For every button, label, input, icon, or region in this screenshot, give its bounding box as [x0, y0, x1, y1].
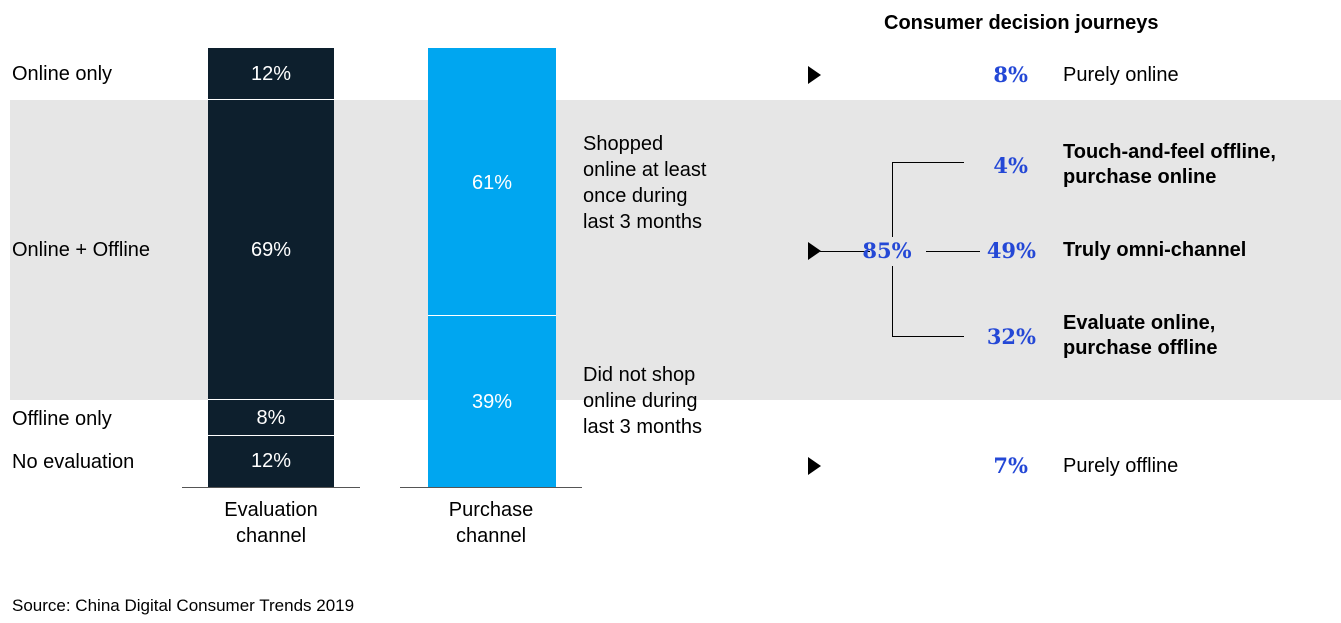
note-shopped-online: Shopped online at least once during last…: [583, 131, 706, 235]
eval-bar-offline-only-value: 8%: [256, 406, 286, 429]
journey-percent-truly-omni: 49%: [986, 238, 1036, 263]
source-note: Source: China Digital Consumer Trends 20…: [12, 596, 355, 615]
note-line: last 3 months: [583, 211, 702, 233]
note-line: online at least: [583, 159, 707, 181]
eval-bar-offline-only: 8%: [208, 400, 334, 436]
journey-label-touch-feel: Touch-and-feel offline, purchase online: [1063, 140, 1276, 190]
eval-bar-no-evaluation: 12%: [208, 436, 334, 487]
x-label-evaluation-line1: Evaluation: [224, 499, 318, 521]
journey-label-line: Evaluate online,: [1063, 312, 1216, 334]
eval-bar-online-offline: 69%: [208, 100, 334, 400]
connector-line: [892, 336, 964, 337]
journey-label-evaluate-online: Evaluate online, purchase offline: [1063, 311, 1217, 361]
row-label-online-offline: Online + Offline: [12, 239, 151, 261]
connector-line: [926, 251, 980, 252]
journey-percent-purely-offline: 7%: [993, 453, 1028, 478]
journey-label-line: purchase online: [1063, 166, 1217, 188]
journey-label-purely-offline: Purely offline: [1063, 455, 1179, 477]
arrow-omni-icon: [808, 242, 821, 260]
connector-line: [892, 162, 893, 237]
note-line: Did not shop: [583, 364, 696, 386]
journey-label-purely-online: Purely online: [1063, 64, 1179, 86]
chart-title: Consumer decision journeys: [884, 12, 1159, 34]
journey-label-line: Touch-and-feel offline,: [1063, 141, 1276, 163]
purchase-bar-not-online: 39%: [428, 316, 556, 487]
journey-label-truly-omni: Truly omni-channel: [1063, 239, 1247, 261]
eval-separator: [208, 435, 334, 436]
journey-percent-touch-feel: 4%: [993, 153, 1028, 178]
eval-separator: [208, 99, 334, 100]
purchase-baseline: [400, 487, 582, 488]
eval-bar-online-offline-value: 69%: [250, 238, 292, 261]
eval-bar-online-only-value: 12%: [250, 62, 292, 85]
purchase-separator: [428, 315, 556, 316]
note-did-not-shop: Did not shop online during last 3 months: [583, 362, 702, 440]
eval-baseline: [182, 487, 360, 488]
row-label-offline-only: Offline only: [12, 408, 112, 430]
journey-percent-evaluate-online: 32%: [986, 324, 1036, 349]
journey-percent-omni-total: 85%: [862, 238, 912, 263]
eval-bar-online-only: 12%: [208, 48, 334, 100]
note-line: once during: [583, 185, 688, 207]
connector-line: [892, 162, 964, 163]
x-label-evaluation-line2: channel: [235, 525, 307, 547]
x-label-purchase-line1: Purchase: [448, 499, 534, 521]
x-label-evaluation: Evaluation channel: [196, 497, 346, 549]
journey-label-line: purchase offline: [1063, 337, 1218, 359]
purchase-bar-online-value: 61%: [471, 172, 513, 194]
connector-line: [820, 251, 870, 252]
journey-percent-purely-online: 8%: [993, 62, 1028, 87]
purchase-bar-online: 61%: [428, 48, 556, 315]
eval-separator: [208, 399, 334, 400]
note-line: Shopped: [583, 133, 664, 155]
note-line: online during: [583, 390, 698, 412]
connector-line: [892, 266, 893, 336]
row-label-no-evaluation: No evaluation: [12, 451, 135, 473]
note-line: last 3 months: [583, 416, 702, 438]
arrow-purely-offline-icon: [808, 457, 821, 475]
row-label-online-only: Online only: [12, 63, 113, 85]
arrow-purely-online-icon: [808, 66, 821, 84]
x-label-purchase: Purchase channel: [416, 497, 566, 549]
eval-bar-no-evaluation-value: 12%: [250, 450, 292, 472]
x-label-purchase-line2: channel: [455, 525, 527, 547]
purchase-bar-not-online-value: 39%: [471, 391, 513, 413]
